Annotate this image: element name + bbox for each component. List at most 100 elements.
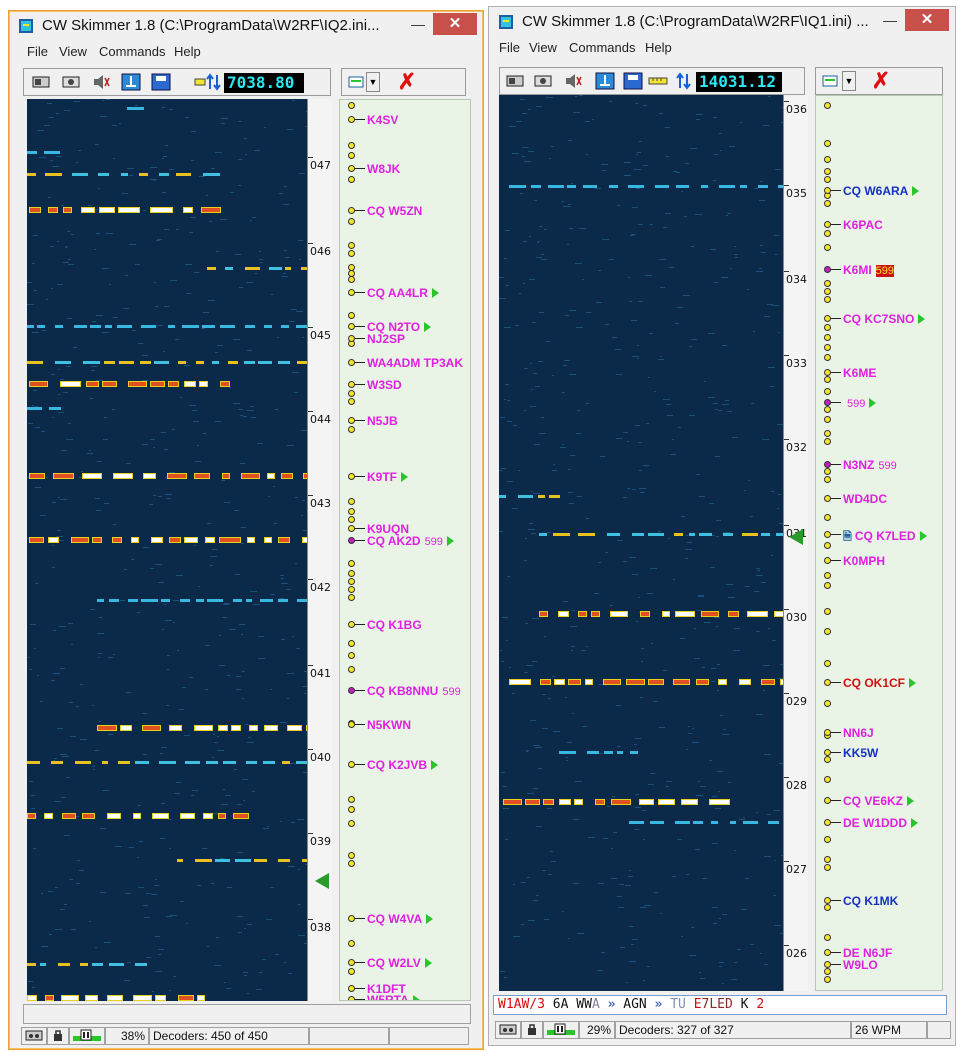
spot-item[interactable]: W5RTA	[367, 993, 420, 1000]
menu-view[interactable]: View	[59, 44, 87, 59]
signal-dot[interactable]	[824, 334, 831, 341]
lock-icon[interactable]	[521, 1021, 543, 1039]
signal-dot[interactable]	[348, 796, 355, 803]
signal-dot[interactable]	[348, 102, 355, 109]
frequency-scale[interactable]: 047 046 045 044 043 042 041 040 039 038	[307, 99, 332, 1001]
decoder-line[interactable]	[23, 1004, 471, 1024]
signal-dot[interactable]	[348, 959, 355, 966]
spot-item[interactable]: NN6J	[843, 726, 874, 740]
signal-dot[interactable]	[348, 594, 355, 601]
signal-dot[interactable]	[824, 376, 831, 383]
close-window-button[interactable]: ✕	[433, 13, 477, 35]
signal-dot[interactable]	[348, 242, 355, 249]
spot-item[interactable]: W3SD	[367, 378, 402, 392]
tuning-icon[interactable]	[120, 72, 142, 92]
radio-icon[interactable]	[30, 72, 52, 92]
signal-dot[interactable]	[824, 608, 831, 615]
signal-dot[interactable]	[348, 426, 355, 433]
signal-dot[interactable]	[348, 968, 355, 975]
signal-dot[interactable]	[824, 582, 831, 589]
signal-dot[interactable]	[348, 537, 355, 544]
spot-item[interactable]: N5KWN	[367, 718, 411, 732]
signal-dot[interactable]	[348, 666, 355, 673]
dropdown-arrow-icon[interactable]: ▼	[842, 71, 856, 91]
signal-dot[interactable]	[824, 230, 831, 237]
spot-item[interactable]: N3NZ 599	[843, 458, 897, 472]
signal-dot[interactable]	[348, 652, 355, 659]
spot-item[interactable]: WA4ADM TP3AK	[367, 356, 463, 370]
speaker-icon[interactable]	[90, 72, 112, 92]
waterfall-display[interactable]	[27, 99, 307, 1001]
clear-spots-icon[interactable]: ✗	[871, 68, 891, 93]
signal-dot[interactable]	[824, 864, 831, 871]
spot-item[interactable]: K6PAC	[843, 218, 883, 232]
signal-dot[interactable]	[824, 531, 831, 538]
lock-icon[interactable]	[47, 1027, 69, 1045]
spot-item[interactable]: K6MI 599	[843, 263, 895, 277]
signal-dot[interactable]	[348, 152, 355, 159]
signal-dot[interactable]	[824, 176, 831, 183]
title-bar[interactable]: CW Skimmer 1.8 (C:\ProgramData\W2RF\IQ2.…	[9, 11, 483, 41]
signal-dot[interactable]	[824, 468, 831, 475]
signal-dot[interactable]	[824, 140, 831, 147]
signal-dot[interactable]	[824, 399, 831, 406]
spot-item[interactable]: WD4DC	[843, 492, 887, 506]
save-icon[interactable]	[150, 72, 172, 92]
signal-dot[interactable]	[348, 687, 355, 694]
signal-dot[interactable]	[348, 381, 355, 388]
spot-item[interactable]: DE W1DDD	[843, 816, 919, 830]
signal-dot[interactable]	[824, 968, 831, 975]
signal-dot[interactable]	[824, 797, 831, 804]
signal-dot[interactable]	[348, 586, 355, 593]
tuning-icon[interactable]	[594, 71, 616, 91]
signal-dot[interactable]	[348, 721, 355, 728]
clear-spots-icon[interactable]: ✗	[397, 69, 417, 94]
play-arrow-icon[interactable]	[918, 314, 926, 324]
signal-dot[interactable]	[348, 176, 355, 183]
signal-dot[interactable]	[348, 570, 355, 577]
signal-dot[interactable]	[824, 679, 831, 686]
signal-dot[interactable]	[824, 572, 831, 579]
spot-item[interactable]: CQ W5ZN	[367, 204, 422, 218]
play-arrow-icon[interactable]	[907, 796, 915, 806]
signal-dot[interactable]	[824, 438, 831, 445]
tuning-arrow-icon[interactable]	[789, 529, 803, 545]
tape-recorder-icon[interactable]	[21, 1027, 47, 1045]
menu-help[interactable]: Help	[645, 40, 672, 55]
signal-dot[interactable]	[824, 288, 831, 295]
signal-dot[interactable]	[824, 856, 831, 863]
signal-dot[interactable]	[824, 749, 831, 756]
spot-item[interactable]: CQ W4VA	[367, 912, 434, 926]
spot-item[interactable]: W8JK	[367, 162, 400, 176]
frequency-display[interactable]: 14031.12	[696, 72, 782, 92]
signal-dot[interactable]	[348, 312, 355, 319]
spot-item[interactable]: K9TF	[367, 470, 408, 484]
spot-item[interactable]: CQ K1BG	[367, 618, 422, 632]
signal-dot[interactable]	[348, 525, 355, 532]
signal-dot[interactable]	[824, 514, 831, 521]
spot-item[interactable]: CQ W2LV	[367, 956, 432, 970]
signal-dot[interactable]	[348, 289, 355, 296]
signal-dot[interactable]	[348, 940, 355, 947]
signal-dot[interactable]	[348, 218, 355, 225]
signal-dot[interactable]	[824, 266, 831, 273]
play-arrow-icon[interactable]	[446, 536, 454, 546]
spot-list-icon[interactable]	[820, 71, 842, 91]
save-icon[interactable]	[622, 71, 644, 91]
signal-dot[interactable]	[824, 354, 831, 361]
signal-dot[interactable]	[824, 168, 831, 175]
minimize-button[interactable]: —	[883, 12, 897, 28]
tape-recorder-icon[interactable]	[495, 1021, 521, 1039]
signal-dot[interactable]	[824, 557, 831, 564]
signal-dot[interactable]	[824, 461, 831, 468]
resize-grip[interactable]	[927, 1021, 951, 1039]
signal-dot[interactable]	[348, 516, 355, 523]
radio-icon[interactable]	[504, 71, 526, 91]
spot-list-icon[interactable]	[346, 72, 368, 92]
minimize-button[interactable]: —	[411, 16, 425, 32]
menu-commands[interactable]: Commands	[99, 44, 166, 59]
spot-item[interactable]: N5JB	[367, 414, 398, 428]
waterfall-display[interactable]	[499, 95, 783, 991]
menu-file[interactable]: File	[27, 44, 48, 59]
signal-dot[interactable]	[824, 416, 831, 423]
